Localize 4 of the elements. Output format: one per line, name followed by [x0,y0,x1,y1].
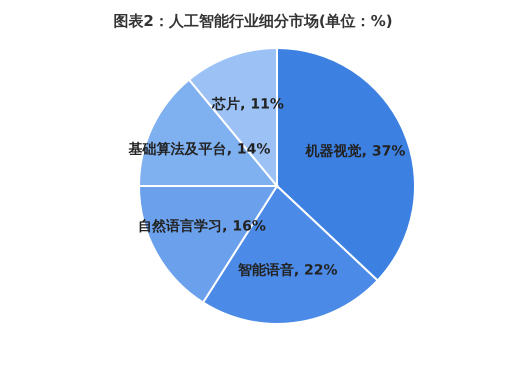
slice-label: 智能语音, 22% [238,261,338,280]
slice-label: 芯片, 11% [212,96,284,115]
slice-label: 机器视觉, 37% [306,142,406,162]
chart-title: 图表2：人工智能行业细分市场(单位：%) [113,12,393,30]
